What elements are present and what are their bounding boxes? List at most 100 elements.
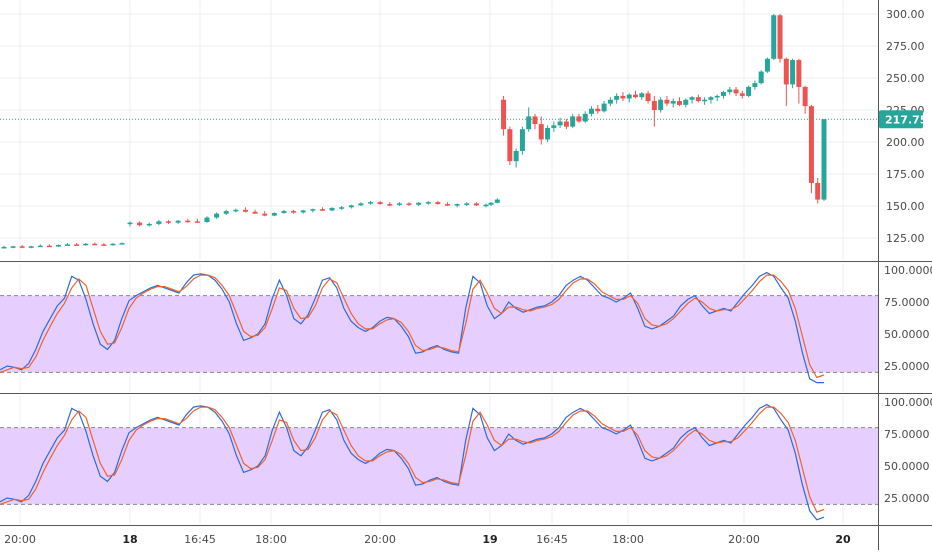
candle-body: [689, 97, 695, 100]
oscillator-tick-label: 100.0000: [884, 264, 932, 277]
time-tick-label: 20:00: [728, 533, 760, 546]
candle: [319, 207, 325, 212]
candle: [262, 211, 268, 217]
candle: [545, 125, 551, 142]
candle: [194, 218, 200, 223]
time-tick-label: 18: [122, 533, 137, 546]
candle: [815, 177, 821, 204]
candle: [348, 204, 354, 209]
candle: [576, 113, 582, 123]
candle: [281, 209, 287, 214]
candle-body: [19, 246, 25, 248]
candle: [563, 118, 569, 130]
candle: [557, 117, 563, 128]
candle-body: [1, 246, 7, 249]
candle-body: [185, 220, 191, 223]
candle: [639, 92, 645, 100]
candle-body: [614, 95, 620, 100]
price-tick-label: 200.00: [886, 136, 925, 149]
candle: [300, 209, 306, 214]
candle-body: [695, 97, 701, 102]
candle-body: [645, 93, 651, 102]
candle: [538, 116, 544, 145]
candle: [110, 243, 116, 246]
candle: [570, 113, 576, 128]
candle-body: [101, 244, 107, 246]
candle-body: [271, 213, 277, 216]
candle: [689, 95, 695, 104]
candle: [137, 221, 143, 227]
candle: [702, 97, 708, 105]
candle: [589, 106, 595, 117]
candle-body: [65, 244, 71, 246]
candle-body: [454, 204, 460, 206]
candle: [425, 200, 431, 205]
candle-body: [808, 106, 814, 183]
d-line: [0, 406, 825, 513]
candle-body: [720, 92, 726, 96]
candle: [310, 208, 316, 213]
candle-body: [783, 58, 789, 85]
candle: [752, 80, 758, 90]
candle: [727, 86, 733, 95]
candle-body: [752, 83, 758, 87]
time-tick-label: 16:45: [184, 533, 216, 546]
candle: [291, 209, 297, 214]
candle: [406, 202, 412, 206]
candle: [175, 220, 181, 224]
candle-body: [319, 209, 325, 211]
candle-body: [473, 203, 479, 206]
overbought-oversold-band: [0, 427, 878, 505]
candle-body: [658, 99, 664, 110]
time-tick-label: 20:00: [4, 533, 36, 546]
candle-body: [764, 58, 770, 72]
candle: [708, 95, 714, 104]
oscillator-tick-label: 100.0000: [884, 396, 932, 409]
candle: [601, 101, 607, 113]
candle-body: [242, 209, 248, 212]
candle: [551, 121, 557, 132]
candle: [651, 95, 657, 127]
oscillator-tick-label: 75.0000: [884, 296, 930, 309]
candle-body: [119, 243, 125, 245]
candle: [416, 202, 422, 206]
candle: [445, 202, 451, 206]
candle: [204, 216, 210, 223]
candle-body: [563, 121, 569, 127]
candle: [339, 206, 345, 210]
candle-body: [821, 119, 827, 200]
time-tick-label: 19: [482, 533, 497, 546]
candle-body: [416, 202, 422, 205]
candle: [454, 203, 460, 208]
candle-body: [175, 220, 181, 223]
time-tick-label: 20: [835, 533, 851, 546]
candle: [19, 245, 25, 249]
candle-body: [339, 207, 345, 209]
candle: [65, 243, 71, 246]
candle-body: [589, 108, 595, 114]
candle: [695, 94, 701, 103]
candle-body: [551, 125, 557, 128]
time-tick-label: 18:00: [255, 533, 287, 546]
candle-body: [165, 221, 171, 223]
oscillator-tick-label: 25.0000: [884, 360, 930, 373]
candle-body: [664, 99, 670, 104]
candle-body: [576, 116, 582, 122]
candle-body: [348, 205, 354, 208]
candle-body: [582, 113, 588, 122]
candle-body: [127, 222, 133, 225]
candle-body: [406, 203, 412, 205]
candle: [746, 85, 752, 98]
candle: [46, 244, 52, 248]
candle: [127, 221, 133, 227]
candle-body: [358, 203, 364, 206]
candle-body: [329, 207, 335, 211]
candle-body: [387, 204, 393, 206]
candle-body: [214, 213, 220, 218]
candle: [664, 95, 670, 107]
candle: [771, 14, 777, 61]
candle-body: [300, 210, 306, 213]
k-line: [0, 403, 825, 521]
candle: [513, 148, 519, 168]
